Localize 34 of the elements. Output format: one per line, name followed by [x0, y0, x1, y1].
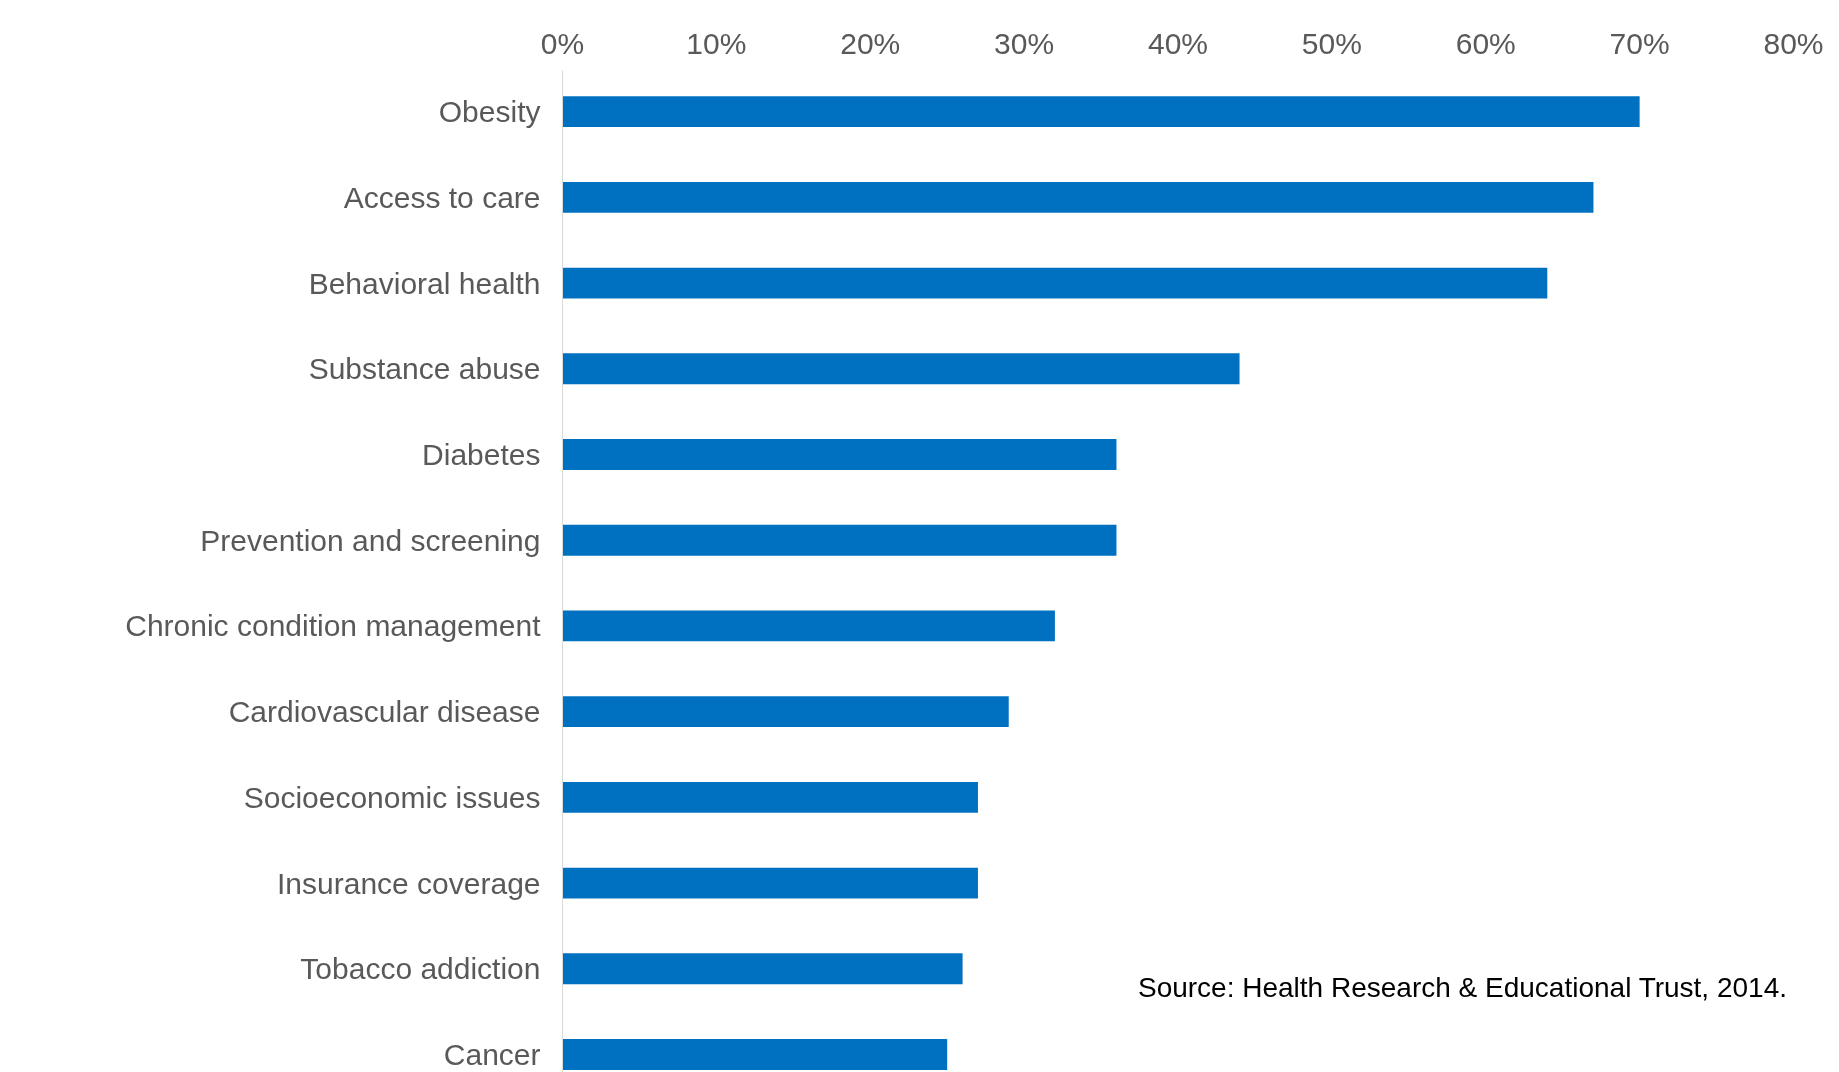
bar: [562, 439, 1117, 470]
x-tick-label: 80%: [1763, 26, 1824, 60]
x-tick-label: 10%: [686, 26, 747, 60]
y-tick-label: Behavioral health: [308, 266, 541, 300]
y-tick-label: Diabetes: [422, 438, 541, 471]
x-tick-label: 70%: [1609, 26, 1670, 60]
y-tick-label: Obesity: [438, 95, 541, 129]
x-tick-label: 60%: [1455, 26, 1516, 60]
bar: [562, 524, 1117, 556]
y-tick-label: Access to care: [343, 180, 541, 214]
x-tick-label: 30%: [994, 26, 1055, 60]
y-tick-label: Cardiovascular disease: [228, 695, 541, 729]
bar: [562, 953, 963, 985]
y-tick-label: Prevention and screening: [200, 523, 541, 557]
y-tick-label: Insurance coverage: [277, 866, 541, 900]
bar: [562, 1039, 948, 1070]
y-tick-label: Tobacco addiction: [300, 952, 541, 986]
bar: [562, 781, 978, 813]
annotation: Source: Health Research & Educational Trust, 2014.: [1137, 971, 1787, 1003]
bar: [562, 696, 1009, 728]
bar: [562, 181, 1594, 213]
bar: [562, 867, 978, 899]
y-tick-label: Socioeconomic issues: [243, 780, 541, 814]
x-tick-label: 20%: [840, 26, 901, 60]
y-tick-label: Substance abuse: [308, 352, 541, 386]
bar: [562, 353, 1240, 385]
bar: [562, 96, 1640, 128]
y-tick-label: Chronic condition management: [125, 609, 542, 643]
x-tick-label: 50%: [1301, 26, 1362, 60]
bar: [562, 267, 1548, 299]
y-tick-label: Cancer: [443, 1038, 541, 1071]
bar: [562, 610, 1055, 642]
x-tick-label: 0%: [540, 26, 585, 60]
x-tick-label: 40%: [1147, 26, 1209, 60]
